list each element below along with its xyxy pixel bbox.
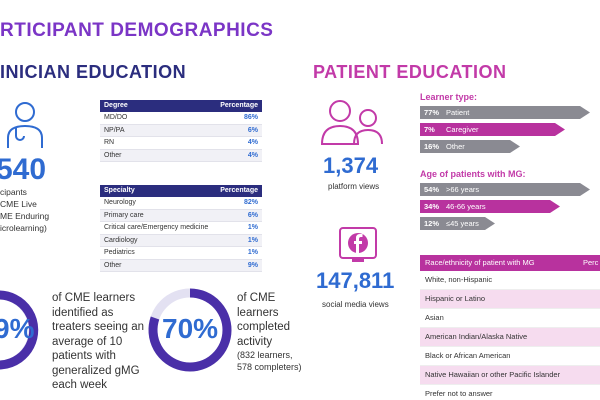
table-row: NP/PA 6% — [100, 124, 262, 137]
row-label: Critical care/Emergency medicine — [104, 224, 209, 231]
arrow-label: >66 years — [446, 185, 480, 194]
stat-value: 70% — [162, 313, 219, 344]
clinician-icon — [7, 102, 43, 148]
row-label: Other — [104, 261, 122, 269]
row-value: 4% — [247, 151, 258, 159]
clinician-count: 540 — [0, 153, 47, 186]
row-value: 6% — [247, 126, 258, 134]
row-value: 1% — [247, 224, 258, 231]
table-row: RN 4% — [100, 137, 262, 150]
count-line: ME Enduring — [0, 211, 50, 221]
subtitle: Age of patients with MG: — [420, 169, 526, 179]
row-value: 1% — [247, 236, 258, 244]
column-header: Race/ethnicity of patient with MG — [425, 258, 535, 267]
table-row: Hispanic or Latino — [420, 290, 600, 309]
table-row: Pediatrics 1% — [100, 247, 262, 260]
row-value: 82% — [243, 199, 258, 206]
patient-icon — [320, 100, 383, 145]
row-value: 1% — [247, 249, 258, 256]
column-header: Perc — [583, 258, 599, 267]
row-label: NP/PA — [104, 126, 125, 134]
table-row: Neurology 82% — [100, 197, 262, 210]
count-line: CME Live — [0, 199, 37, 209]
stat-line: of CME — [237, 292, 276, 304]
social-value: 147,811 — [316, 268, 395, 293]
arrow-bar: 77% Patient — [420, 106, 590, 119]
table-row: Other 4% — [100, 149, 262, 162]
stat-line: completed — [237, 321, 291, 333]
row-value: 4% — [247, 139, 258, 146]
stat-line: learners — [237, 306, 279, 319]
arrow-label: 46-66 years — [446, 202, 486, 211]
page-title: RTICIPANT DEMOGRAPHICS — [0, 20, 274, 41]
arrow-percent: 34% — [424, 202, 440, 211]
column-header: Percentage — [220, 187, 258, 194]
arrow-bar: 54% >66 years — [420, 183, 590, 196]
table-row: Native Hawaiian or other Pacific Islande… — [420, 366, 600, 385]
row-label: MD/DO — [104, 114, 128, 121]
arrow-label: Patient — [446, 108, 470, 117]
arrow-label: Other — [446, 142, 465, 151]
race-table: Race/ethnicity of patient with MG Perc Whi… — [420, 255, 600, 400]
arrow-label: ≤45 years — [446, 219, 479, 228]
stat-note: (832 learners, — [237, 350, 293, 360]
table-row: Primary care 6% — [100, 209, 262, 222]
column-header: Percentage — [220, 102, 258, 109]
table-row: MD/DO 86% — [100, 112, 262, 125]
platform-value: 1,374 — [323, 153, 379, 178]
table-row: Prefer not to answer — [420, 385, 600, 400]
row-label: Pediatrics — [104, 249, 135, 256]
stat-line: activity — [237, 335, 273, 348]
arrow-bar: 12% ≤45 years — [420, 217, 495, 230]
table-header: Race/ethnicity of patient with MG Perc — [420, 255, 600, 271]
row-label: Neurology — [104, 199, 136, 206]
count-line: icrolearning) — [0, 223, 47, 233]
column-header: Degree — [104, 102, 128, 109]
arrow-percent: 7% — [424, 125, 435, 134]
table-row: Cardiology 1% — [100, 234, 262, 247]
subtitle: Learner type: — [420, 92, 478, 102]
row-label: Primary care — [104, 211, 144, 219]
row-label: Cardiology — [104, 236, 138, 244]
arrow-bar: 16% Other — [420, 140, 520, 153]
row-value: 86% — [243, 114, 258, 121]
platform-label: platform views — [328, 182, 380, 191]
section-title: INICIAN EDUCATION — [0, 62, 187, 82]
arrow-percent: 77% — [424, 108, 440, 117]
arrow-label: Caregiver — [446, 125, 479, 134]
section-title: PATIENT EDUCATION — [313, 62, 507, 82]
stat-note: 578 completers) — [237, 362, 302, 372]
facebook-icon — [339, 227, 377, 262]
column-header: Specialty — [104, 187, 135, 194]
table-header: Degree Percentage — [100, 100, 262, 112]
social-label: social media views — [322, 300, 389, 309]
rings — [0, 288, 232, 372]
row-label: RN — [104, 139, 115, 146]
row-value: 6% — [247, 211, 258, 219]
table-row: American Indian/Alaska Native — [420, 328, 600, 347]
stat-value: 9% — [0, 313, 35, 344]
table-row: Asian — [420, 309, 600, 328]
specialty-table: Specialty Percentage Neurology 82% Primary c… — [100, 185, 262, 272]
row-value: 9% — [247, 261, 258, 269]
table-row: Critical care/Emergency medicine 1% — [100, 222, 262, 235]
stat-text: of CME learners identified as treaters s… — [52, 292, 145, 391]
arrow-percent: 54% — [424, 185, 440, 194]
row-label: Other — [104, 151, 122, 159]
table-header: Specialty Percentage — [100, 185, 262, 197]
arrow-percent: 12% — [424, 219, 440, 228]
degree-table: Degree Percentage MD/DO 86% NP/PA 6% RN 4% Other… — [100, 100, 262, 162]
arrow-percent: 16% — [424, 142, 440, 151]
arrow-bar: 7% Caregiver — [420, 123, 565, 136]
count-line: cipants — [0, 187, 27, 197]
arrow-bar: 34% 46-66 years — [420, 200, 560, 213]
table-row: White, non-Hispanic — [420, 271, 600, 290]
table-row: Black or African American — [420, 347, 600, 366]
table-row: Other 9% — [100, 259, 262, 272]
